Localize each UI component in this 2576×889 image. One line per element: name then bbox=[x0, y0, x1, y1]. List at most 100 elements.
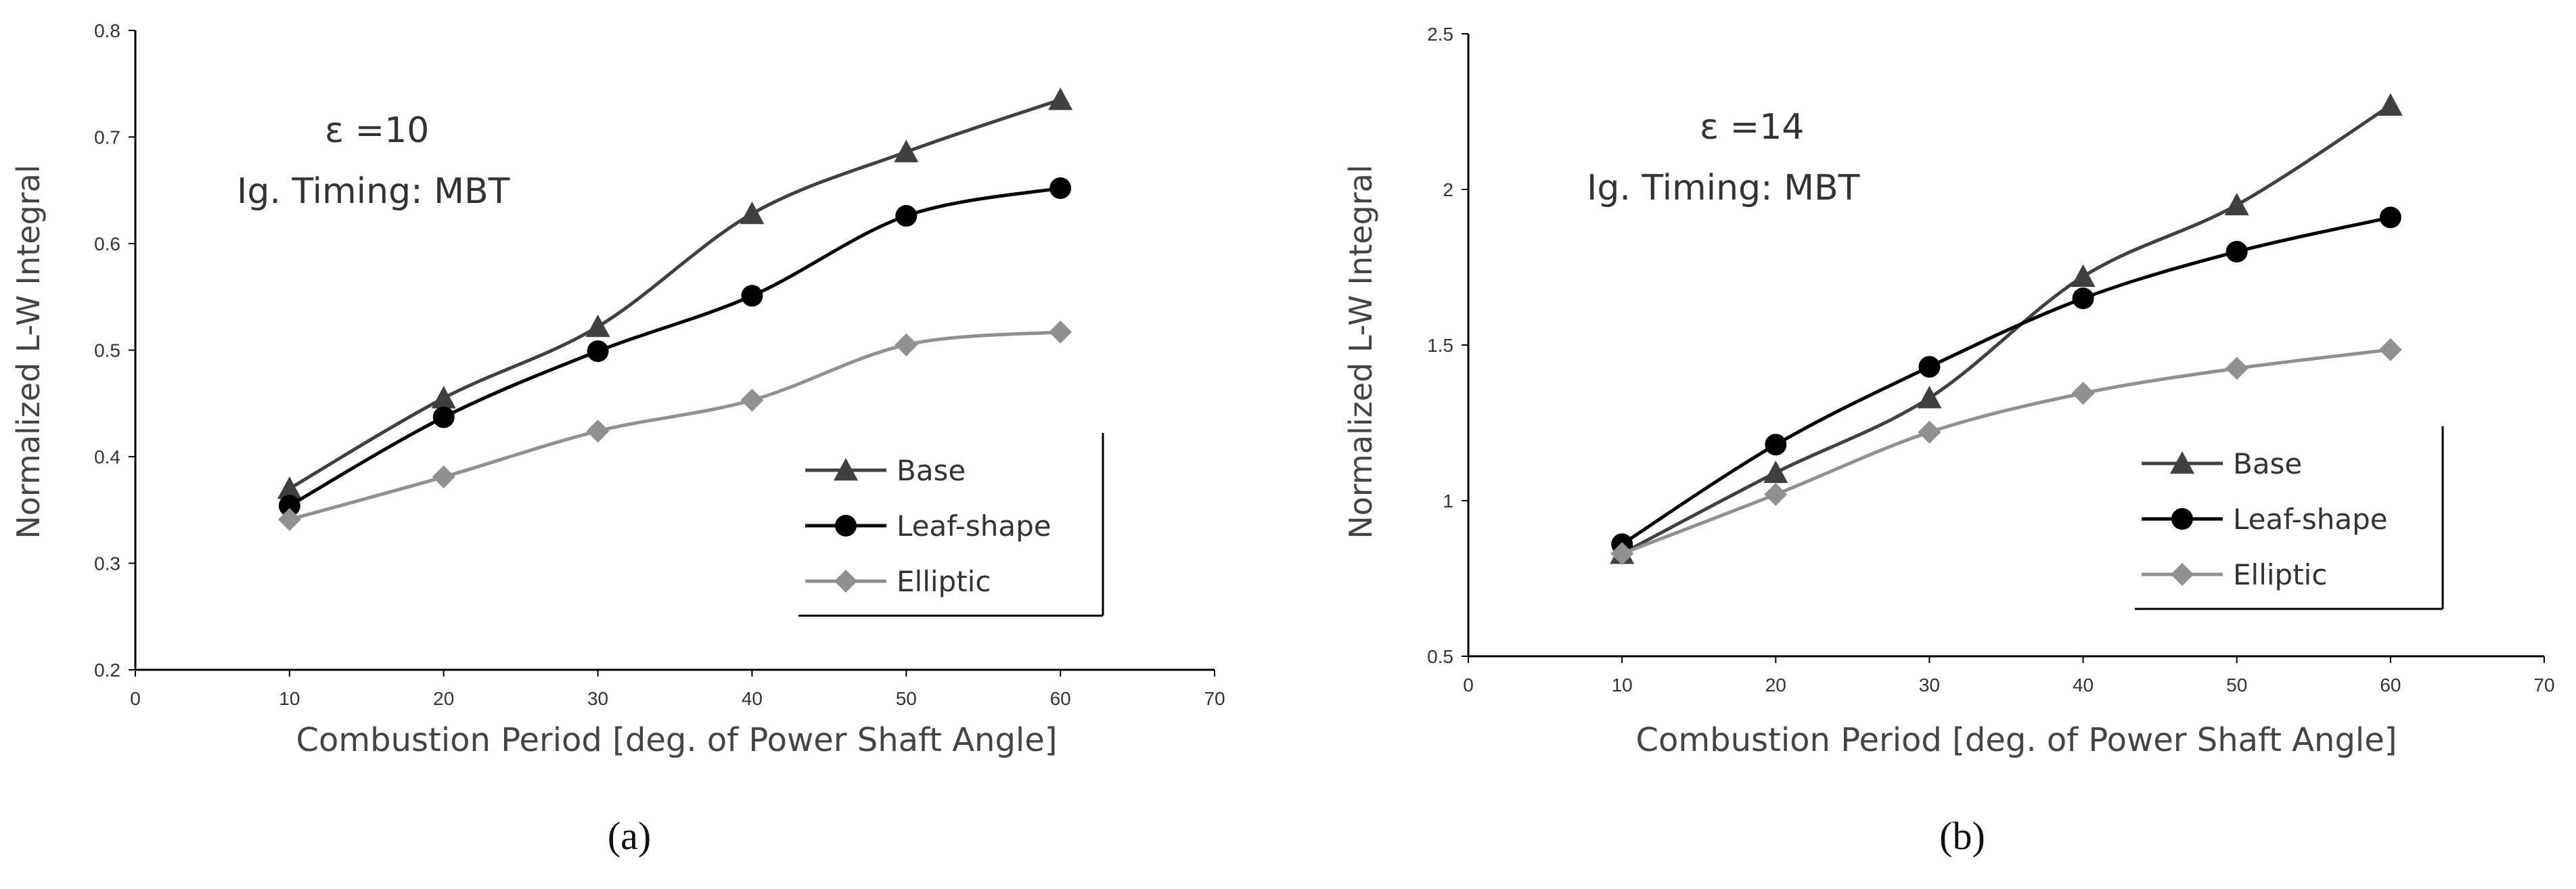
y-tick-label: 2 bbox=[1443, 179, 1453, 200]
data-point-elliptic bbox=[277, 507, 301, 531]
y-tick-label: 0.5 bbox=[94, 340, 120, 361]
series-line-elliptic bbox=[1621, 348, 2391, 555]
legend-marker-base bbox=[2170, 451, 2194, 474]
chart-panel-b: 0.5 1 1.5 2 2.5 0 10 20 30 40 50 60 70 Normalized L-W… bbox=[1286, 0, 2576, 889]
data-point-leaf-shape bbox=[1765, 434, 1787, 456]
series-base bbox=[1610, 93, 2403, 564]
series-base bbox=[277, 87, 1073, 499]
annotation-epsilon: ε =14 bbox=[1700, 107, 1804, 147]
legend-label-elliptic: Elliptic bbox=[2233, 558, 2327, 591]
data-point-base bbox=[1917, 386, 1942, 409]
data-point-base bbox=[585, 314, 610, 338]
series-line-leaf-shape bbox=[1621, 215, 2391, 546]
panel-label: (b) bbox=[1939, 814, 1985, 858]
data-point-base bbox=[1763, 460, 1788, 483]
data-point-base bbox=[277, 476, 302, 499]
data-point-base bbox=[2071, 264, 2096, 288]
y-tick-label: 0.4 bbox=[94, 447, 120, 468]
data-point-leaf-shape bbox=[1049, 177, 1072, 200]
y-tick-label: 0.8 bbox=[94, 20, 120, 41]
data-point-leaf-shape bbox=[278, 495, 300, 517]
data-point-leaf-shape bbox=[432, 406, 455, 428]
x-tick-label: 20 bbox=[433, 688, 454, 709]
y-tick-label: 0.6 bbox=[94, 233, 120, 254]
data-point-elliptic bbox=[2378, 338, 2402, 361]
data-point-elliptic bbox=[1918, 420, 1941, 444]
data-point-leaf-shape bbox=[895, 205, 918, 227]
data-point-elliptic bbox=[2071, 382, 2095, 405]
x-tick-label: 0 bbox=[1463, 675, 1474, 696]
y-tick-label: 0.2 bbox=[94, 660, 120, 681]
data-point-base bbox=[894, 139, 919, 162]
y-tick-label: 0.7 bbox=[94, 127, 120, 148]
data-point-base bbox=[1048, 87, 1073, 110]
data-point-base bbox=[2224, 193, 2249, 216]
legend-marker-elliptic bbox=[834, 570, 857, 593]
x-tick-label: 60 bbox=[1050, 688, 1071, 709]
x-tick-label: 50 bbox=[896, 688, 917, 709]
x-tick-label: 30 bbox=[587, 688, 608, 709]
data-point-leaf-shape bbox=[2072, 288, 2094, 309]
series-line-elliptic bbox=[289, 330, 1061, 522]
y-axis-label: Normalized L-W Integral bbox=[10, 164, 47, 539]
data-point-elliptic bbox=[1764, 482, 1788, 506]
data-point-leaf-shape bbox=[741, 285, 763, 307]
x-tick-label: 10 bbox=[279, 688, 300, 709]
chart-b-svg: 0.5 1 1.5 2 2.5 0 10 20 30 40 50 60 70 Normalized L-W… bbox=[1342, 24, 2555, 858]
legend-label-leaf-shape: Leaf-shape bbox=[897, 509, 1052, 543]
data-point-base bbox=[740, 201, 765, 225]
chart-panel-a: 0.2 0.3 0.4 0.5 0.6 0.7 0.8 0 10 20 30 40 50 60 70 Norm… bbox=[0, 0, 1272, 889]
x-tick-label: 10 bbox=[1612, 675, 1633, 696]
data-point-leaf-shape bbox=[1918, 356, 1941, 378]
series-line-base bbox=[288, 98, 1061, 491]
series-line-leaf-shape bbox=[288, 186, 1061, 507]
legend-marker-leaf-shape bbox=[835, 515, 857, 537]
x-tick-label: 40 bbox=[2073, 675, 2094, 696]
legend-label-base: Base bbox=[2233, 447, 2302, 480]
series-elliptic bbox=[1610, 338, 2402, 566]
chart-a-svg: 0.2 0.3 0.4 0.5 0.6 0.7 0.8 0 10 20 30 40 50 60 70 Norm… bbox=[10, 20, 1225, 858]
data-point-elliptic bbox=[895, 333, 918, 357]
data-point-elliptic bbox=[1610, 542, 1634, 566]
series-leaf-shape bbox=[278, 177, 1072, 517]
x-tick-label: 60 bbox=[2380, 675, 2401, 696]
y-tick-label: 2.5 bbox=[1427, 24, 1453, 45]
y-axis-label: Normalized L-W Integral bbox=[1342, 164, 1379, 539]
legend-label-base: Base bbox=[897, 454, 966, 487]
data-point-elliptic bbox=[740, 388, 764, 412]
x-tick-label: 40 bbox=[742, 688, 763, 709]
y-tick-label: 1 bbox=[1443, 491, 1453, 511]
legend: Base Leaf-shape Elliptic bbox=[2135, 426, 2444, 610]
series-line-base bbox=[1621, 104, 2392, 555]
data-point-leaf-shape bbox=[587, 340, 609, 363]
data-point-elliptic bbox=[432, 465, 455, 488]
data-point-elliptic bbox=[2225, 357, 2249, 380]
annotation-ignition-timing: Ig. Timing: MBT bbox=[237, 171, 510, 212]
series-elliptic bbox=[277, 320, 1072, 531]
data-point-leaf-shape bbox=[2225, 241, 2248, 263]
legend-label-leaf-shape: Leaf-shape bbox=[2233, 503, 2388, 536]
x-tick-label: 50 bbox=[2226, 675, 2247, 696]
data-point-base bbox=[2378, 93, 2403, 116]
y-tick-label: 0.5 bbox=[1427, 646, 1453, 667]
legend-marker-leaf-shape bbox=[2171, 508, 2193, 530]
x-axis-label: Combustion Period [deg. of Power Shaft A… bbox=[296, 721, 1057, 759]
data-point-elliptic bbox=[586, 419, 610, 443]
legend: Base Leaf-shape Elliptic bbox=[798, 433, 1104, 617]
annotation-ignition-timing: Ig. Timing: MBT bbox=[1587, 168, 1860, 208]
annotation-epsilon: ε =10 bbox=[325, 110, 429, 151]
x-tick-label: 20 bbox=[1765, 675, 1786, 696]
x-tick-label: 0 bbox=[130, 688, 141, 709]
y-tick-label: 1.5 bbox=[1427, 335, 1453, 356]
panel-label: (a) bbox=[608, 814, 651, 858]
data-point-leaf-shape bbox=[2379, 206, 2401, 229]
data-point-elliptic bbox=[1049, 320, 1072, 344]
x-tick-label: 30 bbox=[1919, 675, 1940, 696]
y-tick-label: 0.3 bbox=[94, 553, 120, 574]
legend-marker-base bbox=[834, 458, 858, 481]
data-point-base bbox=[431, 386, 456, 409]
x-tick-label: 70 bbox=[2533, 675, 2554, 696]
legend-marker-elliptic bbox=[2171, 563, 2194, 586]
x-tick-label: 70 bbox=[1204, 688, 1225, 709]
x-axis-label: Combustion Period [deg. of Power Shaft A… bbox=[1635, 721, 2397, 759]
